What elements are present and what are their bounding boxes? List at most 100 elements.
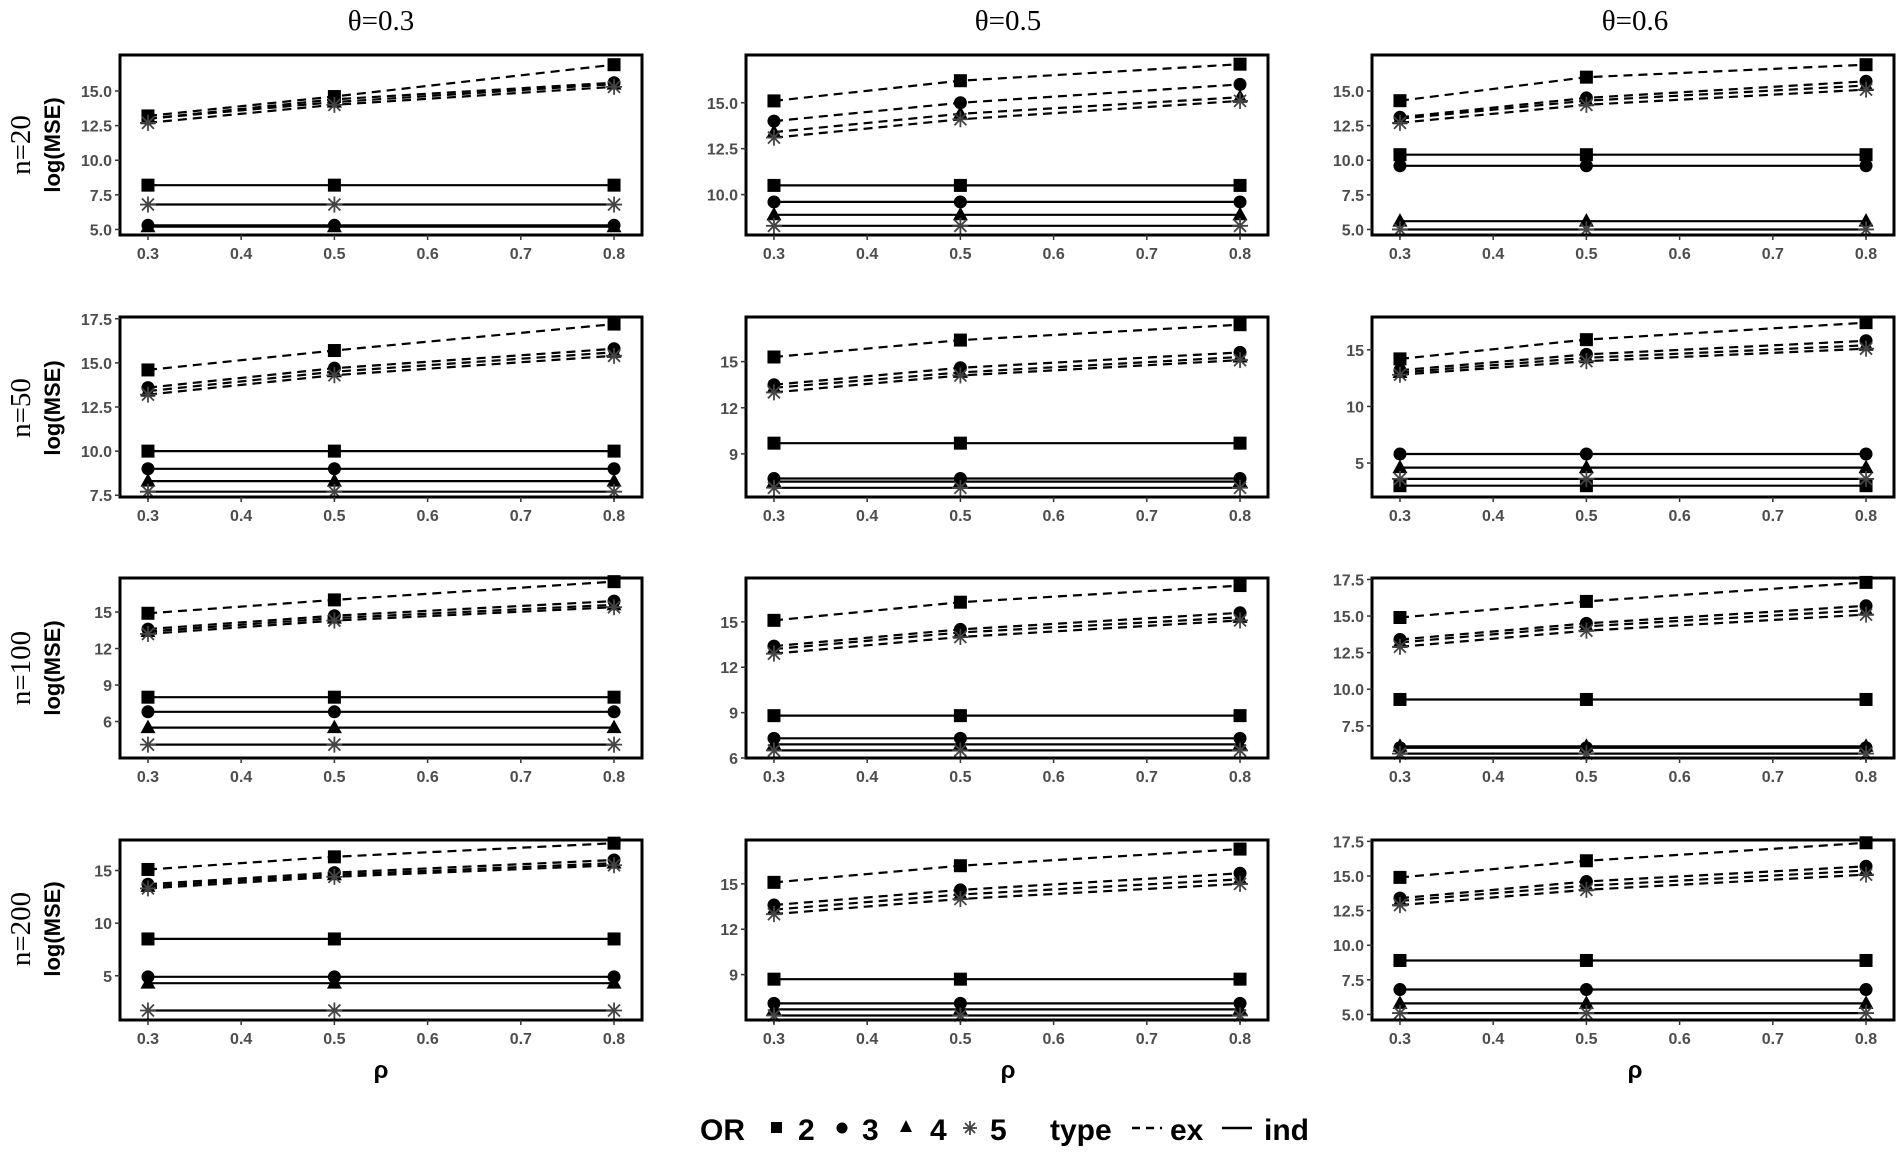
x-tick-label: 0.3 bbox=[137, 769, 159, 786]
data-point-ind-or4 bbox=[326, 719, 342, 734]
x-tick-label: 0.3 bbox=[137, 1031, 159, 1048]
x-tick-label: 0.8 bbox=[1229, 1031, 1251, 1048]
y-tick-label: 15.0 bbox=[81, 84, 112, 101]
data-point-ex-or5 bbox=[1578, 353, 1595, 370]
x-tick-label: 0.6 bbox=[416, 769, 438, 786]
data-point-ind-or4 bbox=[1232, 206, 1248, 221]
data-point-ind-or5 bbox=[1391, 1005, 1408, 1022]
data-point-ind-or5 bbox=[326, 196, 343, 213]
x-tick-label: 0.5 bbox=[1575, 246, 1597, 263]
data-point-ex-or2 bbox=[1233, 57, 1247, 71]
x-tick-label: 0.5 bbox=[323, 769, 345, 786]
data-point-ex-or2 bbox=[607, 58, 621, 72]
panel-r2-c2: 0.3 0.4 0.5 0.6 0.7 0.8 9 12 15 bbox=[720, 315, 1270, 525]
data-point-ind-or5 bbox=[1232, 742, 1249, 759]
series-line-ex-or2 bbox=[773, 63, 1241, 102]
y-tick-label: 7.5 bbox=[90, 488, 112, 505]
panel-r4-c2: 0.3 0.4 0.5 0.6 0.7 0.8 9 12 15 bbox=[720, 838, 1270, 1048]
data-point-ex-or2 bbox=[327, 593, 341, 607]
x-tick-label: 0.4 bbox=[1482, 769, 1504, 786]
data-point-ex-or2 bbox=[1233, 318, 1247, 332]
x-tick-label: 0.4 bbox=[1482, 1031, 1504, 1048]
y-tick-label: 15 bbox=[94, 864, 112, 881]
legend-or-2: 2 bbox=[798, 1114, 815, 1147]
data-point-ex-or2 bbox=[1233, 579, 1247, 593]
series-line-ex-or4 bbox=[773, 96, 1241, 134]
y-tick-label: 7.5 bbox=[1342, 973, 1364, 990]
data-point-ind-or4 bbox=[1392, 213, 1408, 227]
y-tick-label: 5.0 bbox=[1342, 222, 1364, 239]
x-tick-label: 0.3 bbox=[1389, 246, 1411, 263]
data-point-ex-or5 bbox=[1232, 612, 1249, 629]
panel-r1-c2: 0.3 0.4 0.5 0.6 0.7 0.8 10.0 12.5 15.0 bbox=[707, 53, 1270, 263]
data-point-ind-or5 bbox=[765, 742, 782, 759]
y-tick-label: 12.5 bbox=[81, 400, 112, 417]
row-title-3: n=100 bbox=[5, 631, 37, 705]
y-tick-label: 15.0 bbox=[1333, 84, 1364, 101]
data-point-ind-or2 bbox=[327, 932, 341, 946]
panel-r3-c3: 0.3 0.4 0.5 0.6 0.7 0.8 7.5 10.0 12.5 15.0 17.5 bbox=[1333, 572, 1896, 786]
data-point-ind-or4 bbox=[326, 473, 342, 487]
x-tick-label: 0.6 bbox=[416, 1031, 438, 1048]
series-line-ex-or4 bbox=[773, 878, 1241, 911]
x-tick-label: 0.8 bbox=[603, 1031, 625, 1048]
y-tick-label: 15 bbox=[1346, 343, 1364, 360]
data-point-ind-or5 bbox=[326, 736, 343, 753]
plot-frame bbox=[744, 576, 1270, 760]
y-tick-label: 15.0 bbox=[1333, 609, 1364, 626]
data-point-ind-or4 bbox=[1578, 459, 1594, 474]
data-point-ind-or2 bbox=[767, 436, 781, 450]
series-line-ex-or2 bbox=[1399, 581, 1867, 619]
data-point-ind-or5 bbox=[1232, 217, 1249, 234]
data-point-ind-or4 bbox=[1578, 995, 1594, 1009]
x-tick-label: 0.5 bbox=[1575, 508, 1597, 525]
x-tick-label: 0.7 bbox=[1136, 769, 1158, 786]
y-tick-label: 9 bbox=[729, 968, 738, 985]
data-point-ind-or3 bbox=[1393, 447, 1407, 461]
row-title-2: n=50 bbox=[5, 378, 37, 438]
data-point-ex-or5 bbox=[139, 114, 156, 131]
plot-frame bbox=[118, 315, 644, 499]
x-axis-label-col-2: ρ bbox=[1001, 1057, 1016, 1084]
x-axis-label-col-1: ρ bbox=[374, 1057, 389, 1084]
data-point-ind-or2 bbox=[1393, 692, 1407, 706]
data-point-ind-or5 bbox=[139, 1002, 156, 1019]
series-line-ex-or3 bbox=[147, 347, 615, 389]
data-point-ex-or5 bbox=[952, 367, 969, 384]
y-tick-label: 15 bbox=[94, 605, 112, 622]
data-point-ind-or2 bbox=[327, 178, 341, 192]
data-point-ind-or3 bbox=[767, 195, 781, 209]
data-point-ind-or3 bbox=[1393, 159, 1407, 173]
data-point-ind-or5 bbox=[952, 479, 969, 496]
data-point-ind-or3 bbox=[1579, 983, 1593, 997]
y-tick-label: 10.0 bbox=[1333, 938, 1364, 955]
data-point-ind-or5 bbox=[1578, 1005, 1595, 1022]
series-line-ex-or2 bbox=[1399, 841, 1867, 879]
data-point-ind-or2 bbox=[327, 690, 341, 704]
data-point-ex-or5 bbox=[1391, 114, 1408, 131]
data-point-ind-or2 bbox=[607, 690, 621, 704]
data-point-ind-or3 bbox=[1859, 983, 1873, 997]
data-point-ind-or5 bbox=[1232, 479, 1249, 496]
data-point-ind-or2 bbox=[1579, 953, 1593, 967]
plot-frame bbox=[118, 53, 644, 237]
data-point-ind-or2 bbox=[1579, 692, 1593, 706]
y-tick-label: 7.5 bbox=[1342, 188, 1364, 205]
y-tick-label: 12 bbox=[720, 922, 738, 939]
y-tick-label: 15.0 bbox=[707, 96, 738, 113]
data-point-ind-or4 bbox=[766, 206, 782, 221]
data-point-ind-or4 bbox=[326, 975, 342, 989]
data-point-ind-or5 bbox=[139, 196, 156, 213]
x-tick-label: 0.4 bbox=[1482, 246, 1504, 263]
y-tick-label: 12.5 bbox=[81, 119, 112, 136]
x-tick-label: 0.6 bbox=[1668, 1031, 1690, 1048]
x-tick-label: 0.6 bbox=[1668, 246, 1690, 263]
data-point-ind-or4 bbox=[1392, 995, 1408, 1009]
x-tick-label: 0.6 bbox=[1668, 508, 1690, 525]
x-tick-label: 0.7 bbox=[510, 1031, 532, 1048]
y-tick-label: 10 bbox=[94, 916, 112, 933]
data-point-ex-or2 bbox=[1393, 352, 1407, 366]
x-tick-label: 0.6 bbox=[416, 508, 438, 525]
x-axis-label-col-3: ρ bbox=[1628, 1057, 1643, 1084]
